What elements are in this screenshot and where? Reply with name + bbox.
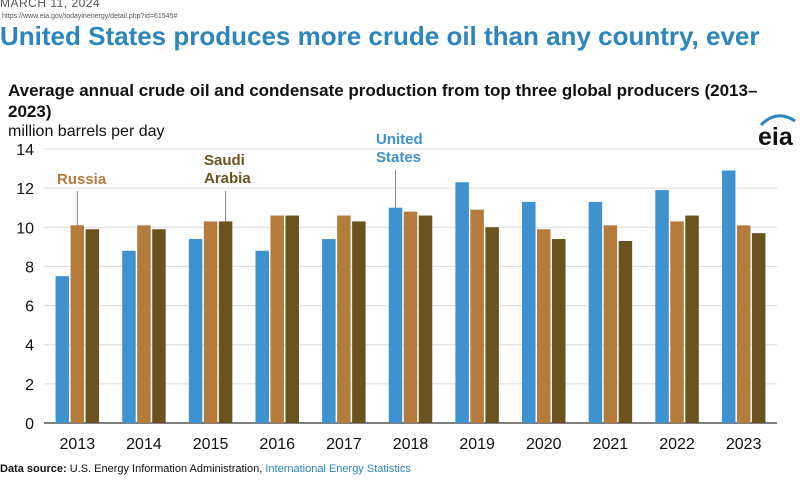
y-tick-10: 10 xyxy=(16,220,34,237)
bar-saudi-arabia-2013 xyxy=(85,229,100,423)
bar-united-states-2019 xyxy=(455,182,469,423)
x-tick-labels: 2013 2014 2015 2016 2017 2018 2019 2020 2021 2022… xyxy=(60,436,762,453)
bars xyxy=(55,170,766,423)
eia-logo-text: eia xyxy=(758,123,794,151)
annotation-line: Saudi xyxy=(204,152,245,169)
x-tick-2021: 2021 xyxy=(593,436,629,453)
y-tick-2: 2 xyxy=(25,377,34,394)
bar-russia-2015 xyxy=(203,221,218,423)
y-tick-12: 12 xyxy=(16,181,34,198)
annotation-line: Russia xyxy=(57,171,107,188)
x-tick-2019: 2019 xyxy=(459,436,495,453)
x-tick-2017: 2017 xyxy=(326,436,362,453)
bar-saudi-arabia-2023 xyxy=(751,233,766,423)
x-tick-2022: 2022 xyxy=(659,436,695,453)
y-tick-labels: 0 2 4 6 8 10 12 14 xyxy=(16,142,34,433)
y-tick-0: 0 xyxy=(25,416,34,433)
bar-saudi-arabia-2017 xyxy=(352,221,366,423)
bar-saudi-arabia-2015 xyxy=(218,221,233,423)
chart-title: Average annual crude oil and condensate … xyxy=(8,81,758,121)
bar-saudi-arabia-2014 xyxy=(152,229,166,423)
page-url: https://www.eia.gov/todayinenergy/detail… xyxy=(2,13,178,20)
eia-logo: eia xyxy=(758,114,796,151)
y-axis-label: million barrels per day xyxy=(8,123,165,140)
y-tick-8: 8 xyxy=(25,259,34,276)
bar-saudi-arabia-2021 xyxy=(618,240,633,423)
x-tick-2015: 2015 xyxy=(193,436,229,453)
annotation-line: States xyxy=(376,149,422,166)
x-tick-2014: 2014 xyxy=(126,436,162,453)
bar-united-states-2015 xyxy=(188,239,203,423)
bar-russia-2019 xyxy=(470,209,484,423)
source-agency: U.S. Energy Information Administration, xyxy=(69,463,263,475)
y-tick-6: 6 xyxy=(25,299,34,316)
bar-united-states-2016 xyxy=(255,250,269,423)
bar-russia-2016 xyxy=(270,215,284,423)
annotation-line: United xyxy=(376,131,423,148)
page-headline: United States produces more crude oil th… xyxy=(0,21,760,51)
bar-saudi-arabia-2019 xyxy=(485,227,499,423)
x-tick-2016: 2016 xyxy=(259,436,295,453)
bar-saudi-arabia-2022 xyxy=(685,215,699,423)
bar-united-states-2013 xyxy=(55,276,70,423)
bar-russia-2014 xyxy=(137,225,151,423)
bar-russia-2013 xyxy=(70,225,85,423)
bar-russia-2018 xyxy=(403,211,418,423)
x-tick-2018: 2018 xyxy=(393,436,429,453)
annotation-russia: Russia xyxy=(57,171,106,189)
bar-united-states-2017 xyxy=(322,239,336,423)
data-source: Data source: U.S. Energy Information Adm… xyxy=(0,463,411,475)
annotation-line: Arabia xyxy=(204,170,251,187)
bar-united-states-2018 xyxy=(388,207,403,423)
bar-russia-2017 xyxy=(337,215,351,423)
bar-united-states-2014 xyxy=(122,250,136,423)
bar-russia-2023 xyxy=(736,225,751,423)
y-tick-4: 4 xyxy=(25,338,34,355)
bar-united-states-2023 xyxy=(721,170,736,423)
bar-saudi-arabia-2018 xyxy=(418,215,433,423)
bar-united-states-2020 xyxy=(522,201,536,423)
bar-russia-2022 xyxy=(670,221,684,423)
report-date: MARCH 11, 2024 xyxy=(0,0,101,10)
x-tick-2013: 2013 xyxy=(60,436,96,453)
bar-saudi-arabia-2020 xyxy=(552,239,566,423)
source-label: Data source: xyxy=(0,463,67,475)
bar-russia-2020 xyxy=(537,229,551,423)
source-link[interactable]: International Energy Statistics xyxy=(265,463,411,475)
bar-saudi-arabia-2016 xyxy=(285,215,299,423)
annotation-saudi-arabia: Saudi Arabia xyxy=(204,152,251,188)
x-tick-2023: 2023 xyxy=(726,436,762,453)
bar-united-states-2021 xyxy=(588,201,603,423)
bar-united-states-2022 xyxy=(655,190,669,423)
x-tick-2020: 2020 xyxy=(526,436,562,453)
annotation-united-states: United States xyxy=(376,131,423,167)
y-tick-14: 14 xyxy=(16,142,34,159)
bar-russia-2021 xyxy=(603,225,618,423)
